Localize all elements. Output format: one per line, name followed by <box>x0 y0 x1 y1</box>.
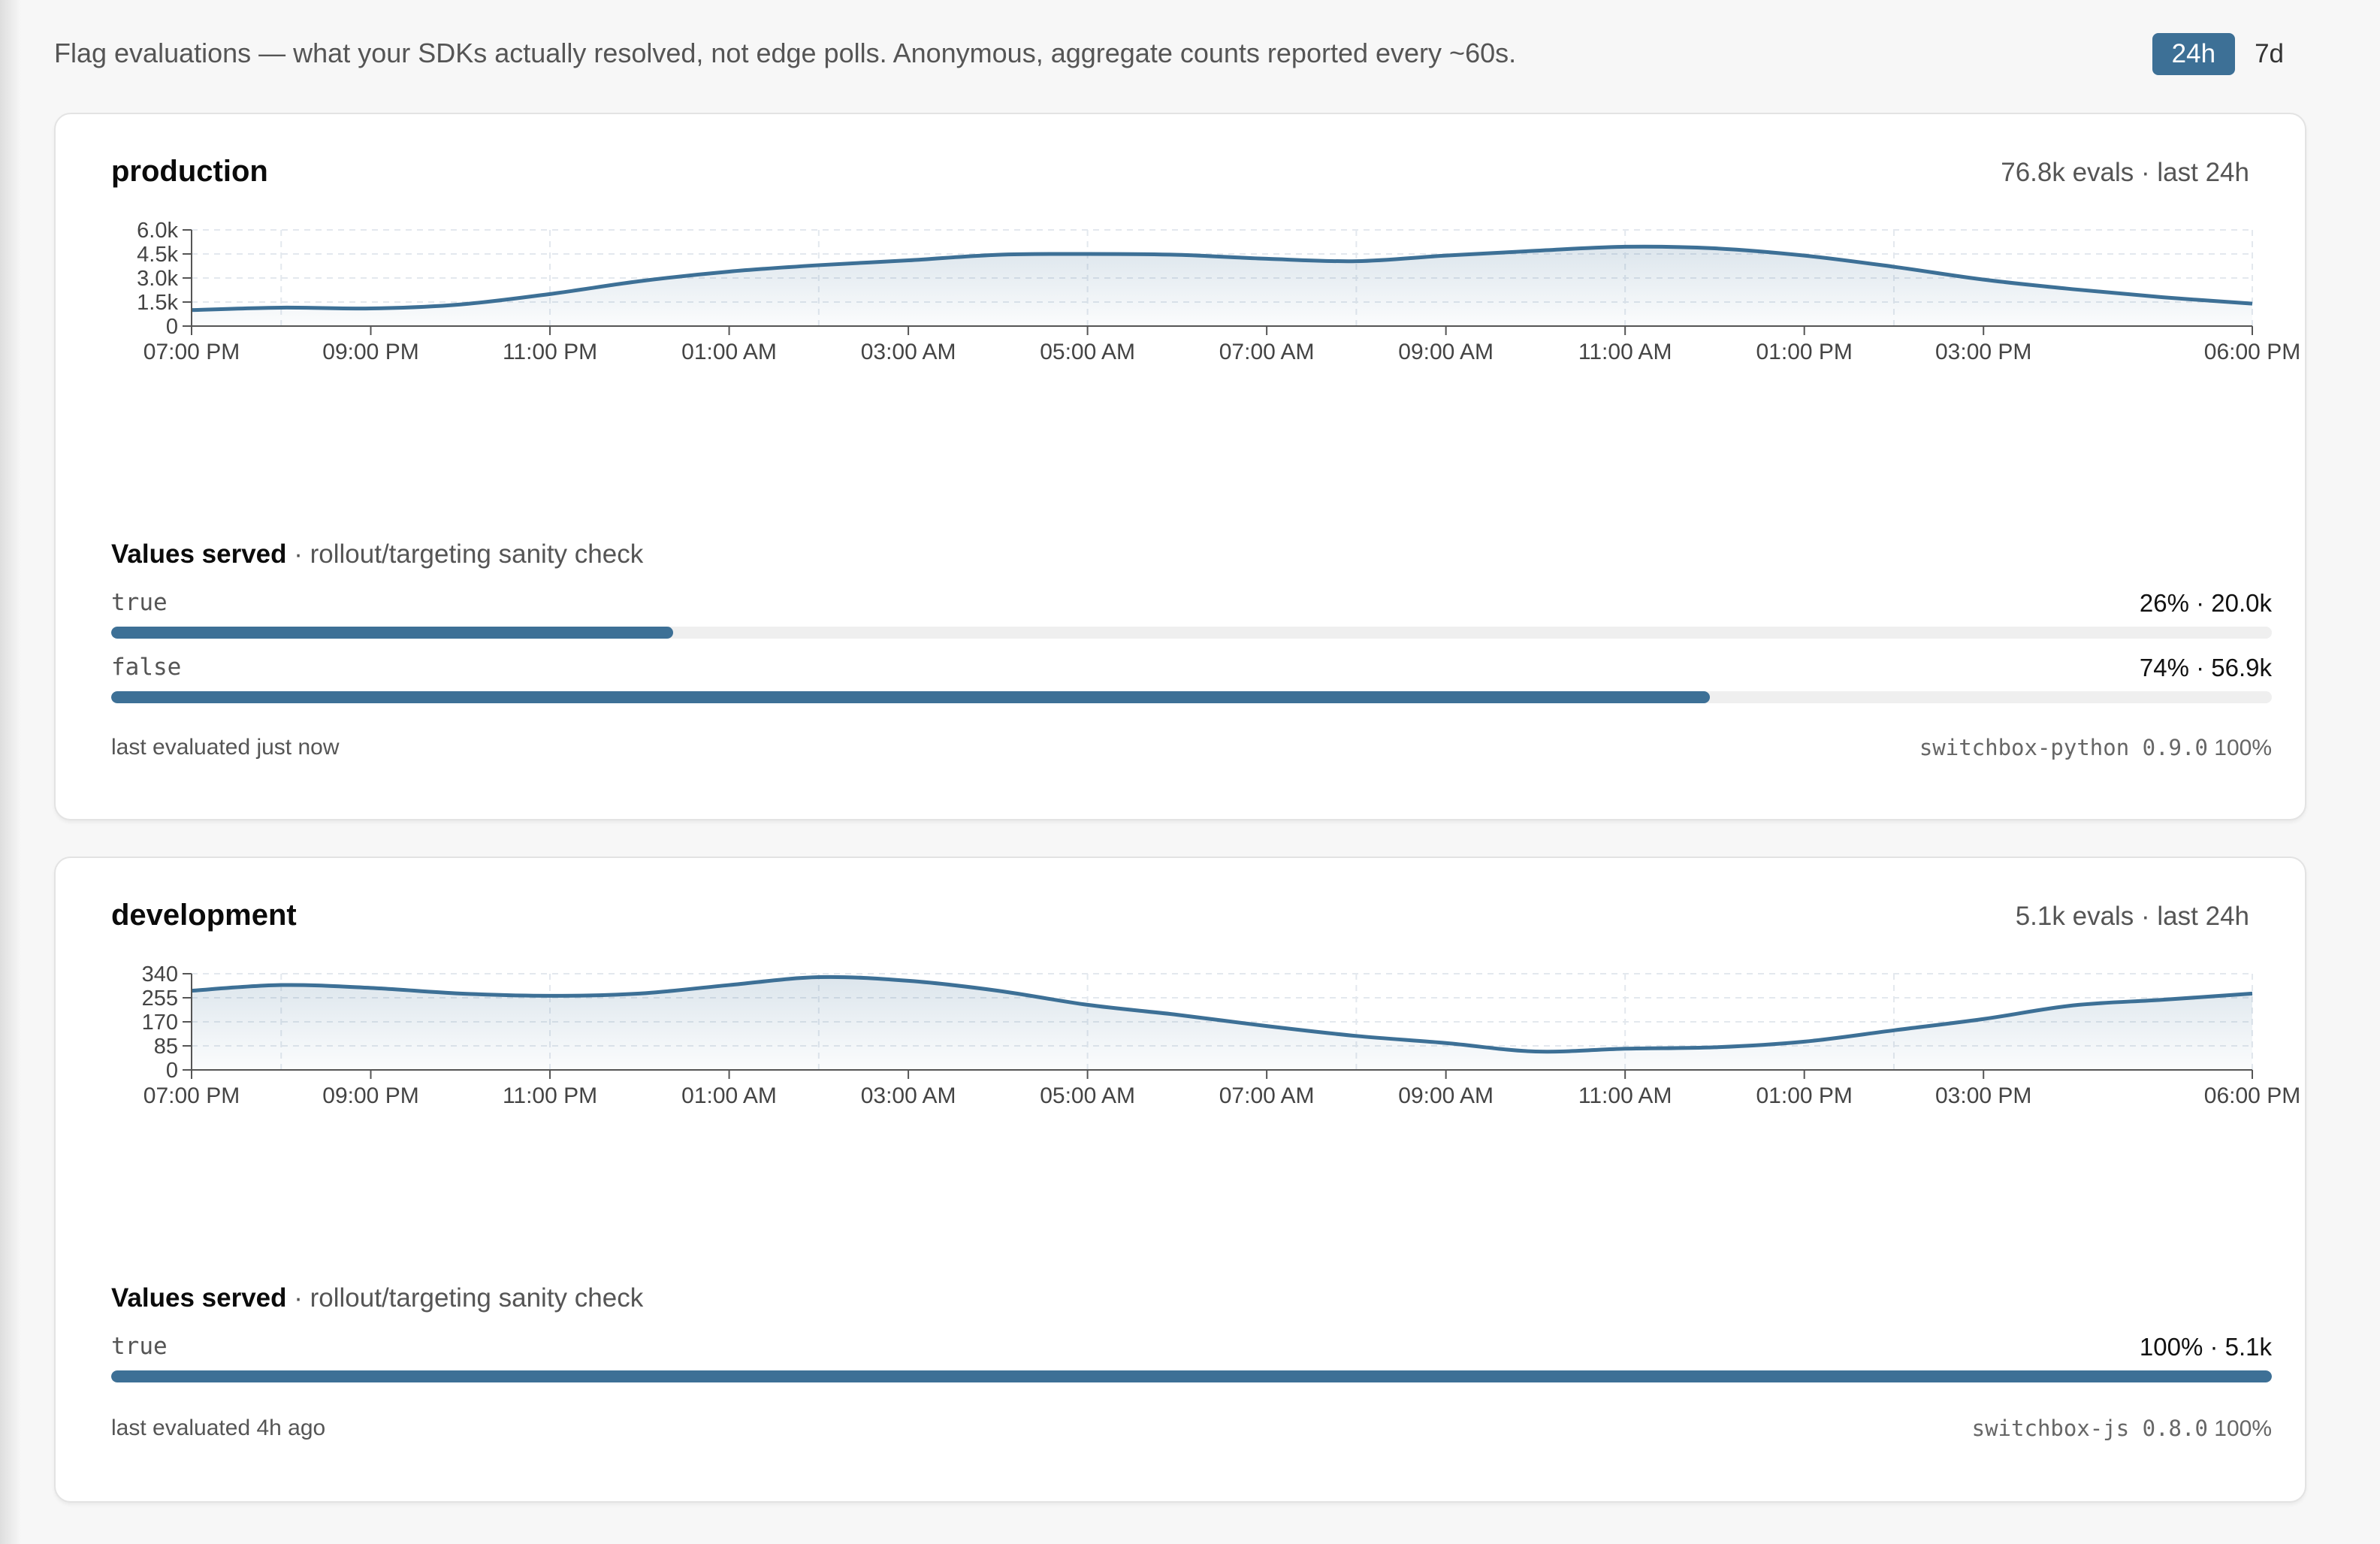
range-24h-button[interactable]: 24h <box>2152 33 2236 75</box>
value-stat: 100% · 5.1k <box>2139 1333 2272 1361</box>
value-bar-fill <box>111 627 673 639</box>
values-heading-subtitle: rollout/targeting sanity check <box>310 539 644 569</box>
y-tick-label: 3.0k <box>137 267 178 291</box>
series-area <box>192 246 2252 326</box>
value-row-false: false 74% · 56.9k <box>111 654 2272 708</box>
x-tick-label: 09:00 PM <box>322 340 418 364</box>
x-tick-label: 05:00 AM <box>1040 1083 1135 1108</box>
value-bar-track <box>111 1370 2272 1382</box>
value-label: true <box>111 1333 168 1360</box>
series-line <box>191 244 2253 313</box>
x-tick-label: 07:00 AM <box>1219 340 1315 364</box>
x-tick-label: 09:00 PM <box>322 1083 418 1108</box>
y-tick-label: 0 <box>166 315 178 339</box>
last-evaluated: last evaluated 4h ago <box>111 1416 326 1440</box>
y-tick-label: 340 <box>142 963 178 987</box>
environment-card-development: development 5.1k evals · last 24h 0 85 170… <box>54 857 2306 1503</box>
value-bar-track <box>111 691 2272 703</box>
evals-summary: 5.1k evals · last 24h <box>2015 902 2249 931</box>
value-row-true: true 26% · 20.0k <box>111 589 2272 643</box>
x-tick-label: 09:00 AM <box>1398 1083 1494 1108</box>
values-served-heading: Values served · rollout/targeting sanity… <box>111 1283 643 1313</box>
x-tick-label: 05:00 AM <box>1040 340 1135 364</box>
environment-name: development <box>111 899 297 932</box>
values-heading-separator: · <box>294 539 303 569</box>
value-label: false <box>111 654 182 681</box>
environment-name: production <box>111 155 268 188</box>
x-tick-label: 03:00 AM <box>861 340 956 364</box>
sidebar-edge-shadow <box>0 0 21 1544</box>
evaluations-header: Flag evaluations — what your SDKs actual… <box>54 33 2303 75</box>
sdk-name: switchbox-python 0.9.0 <box>1919 735 2208 760</box>
value-row-true: true 100% · 5.1k <box>111 1333 2272 1387</box>
x-tick-label: 01:00 PM <box>1756 1083 1852 1108</box>
y-tick-label: 170 <box>142 1011 178 1035</box>
value-label: true <box>111 589 168 616</box>
range-7d-button[interactable]: 7d <box>2255 39 2284 68</box>
sdk-share: 100% <box>2214 736 2272 760</box>
evals-summary: 76.8k evals · last 24h <box>2001 158 2249 187</box>
x-tick-label: 11:00 AM <box>1578 340 1672 364</box>
x-tick-label: 07:00 PM <box>143 1083 240 1108</box>
last-evaluated: last evaluated just now <box>111 735 340 760</box>
x-tick-label: 06:00 PM <box>2204 340 2300 364</box>
x-tick-label: 01:00 PM <box>1756 340 1852 364</box>
value-bar-fill <box>111 691 1711 703</box>
sdk-share: 100% <box>2214 1416 2272 1441</box>
x-tick-label: 09:00 AM <box>1398 340 1494 364</box>
sdk-usage: switchbox-js 0.8.0 100% <box>1972 1416 2272 1442</box>
time-range-toggle: 24h 7d <box>2152 33 2303 75</box>
values-heading-separator: · <box>294 1283 303 1313</box>
x-tick-label: 07:00 PM <box>143 340 240 364</box>
values-served-heading: Values served · rollout/targeting sanity… <box>111 539 643 570</box>
x-tick-label: 11:00 AM <box>1578 1083 1672 1108</box>
x-tick-label: 03:00 AM <box>861 1083 956 1108</box>
x-tick-label: 03:00 PM <box>1935 1083 2031 1108</box>
value-stat: 26% · 20.0k <box>2139 589 2272 617</box>
value-bar-track <box>111 627 2272 639</box>
value-stat: 74% · 56.9k <box>2139 654 2272 681</box>
y-tick-label: 85 <box>154 1035 178 1059</box>
y-tick-label: 4.5k <box>137 243 178 267</box>
x-tick-label: 11:00 PM <box>503 340 597 364</box>
x-tick-label: 11:00 PM <box>503 1083 597 1108</box>
y-tick-label: 1.5k <box>137 291 178 315</box>
y-tick-label: 6.0k <box>137 219 178 243</box>
y-tick-label: 0 <box>166 1059 178 1083</box>
x-tick-label: 03:00 PM <box>1935 340 2031 364</box>
environment-card-production: production 76.8k evals · last 24h 0 1.5k 3… <box>54 113 2306 820</box>
y-tick-label: 255 <box>142 987 178 1011</box>
value-bar-fill <box>111 1370 2272 1382</box>
values-heading-title: Values served <box>111 1283 287 1313</box>
sdk-usage: switchbox-python 0.9.0 100% <box>1919 735 2272 761</box>
x-tick-label: 01:00 AM <box>681 340 777 364</box>
x-tick-label: 07:00 AM <box>1219 1083 1315 1108</box>
x-tick-label: 01:00 AM <box>681 1083 777 1108</box>
evaluations-chart: 01.5k3.0k4.5k6.0k 07:00 PM 09:00 PM 11:00 P… <box>137 219 2300 364</box>
intro-text: Flag evaluations — what your SDKs actual… <box>54 38 1517 68</box>
sdk-name: switchbox-js 0.8.0 <box>1971 1416 2208 1441</box>
values-heading-title: Values served <box>111 539 287 569</box>
values-heading-subtitle: rollout/targeting sanity check <box>310 1283 644 1313</box>
series-line <box>191 974 2253 1054</box>
x-tick-label: 06:00 PM <box>2204 1083 2300 1108</box>
